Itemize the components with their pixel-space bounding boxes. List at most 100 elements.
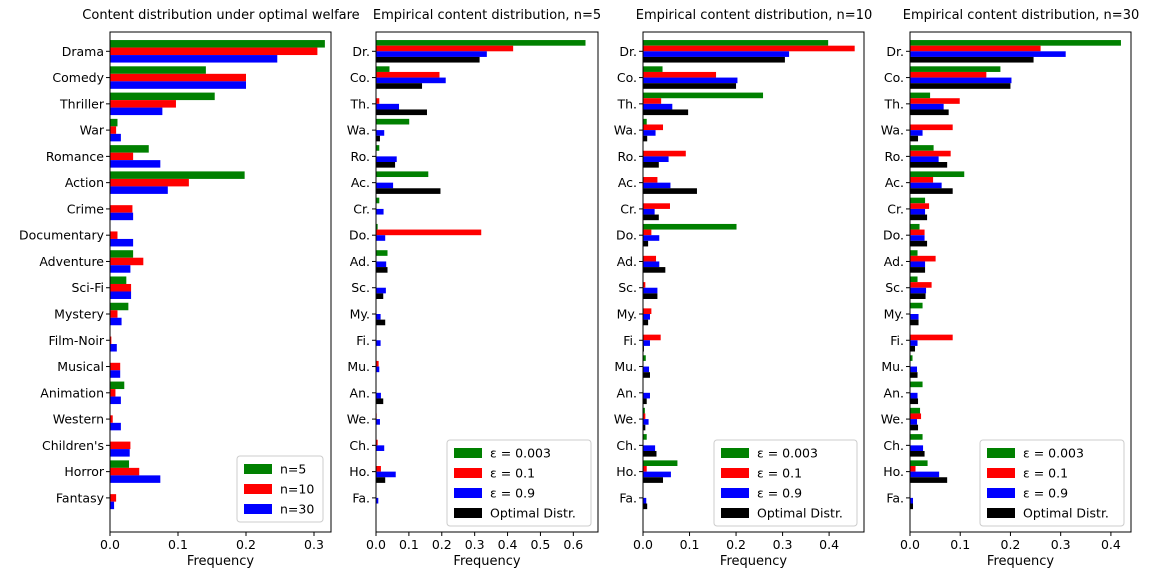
- chart-panel-4: Dr. Co. Th. Wa. Ro. Ac. Cr. Do. Ad. Sc. My. Fi. Mu. A…: [881, 8, 1140, 569]
- bar-0-9-cr: [910, 208, 926, 215]
- bar-0-9-fi: [910, 340, 918, 346]
- bar-0-1-co: [643, 71, 717, 78]
- bar-0-003-sc: [910, 276, 918, 283]
- bar-optimal-distr-th: [910, 109, 949, 116]
- bar-0-1-we: [910, 413, 922, 420]
- bar-0-003-we: [910, 407, 921, 414]
- bar-n-5-thriller: [110, 92, 215, 101]
- bar-0-1-we: [643, 413, 646, 420]
- bar-0-1-cr: [910, 203, 930, 209]
- legend-swatch-0-1: [721, 468, 749, 478]
- y-tick-label: Do.: [349, 228, 370, 243]
- legend-label-optimal-distr: Optimal Distr.: [757, 506, 843, 521]
- bar-0-9-mu: [643, 366, 650, 373]
- y-tick-label: Ac.: [618, 175, 637, 190]
- bar-n-10-documentary: [110, 231, 118, 239]
- x-axis-label: Frequency: [187, 554, 254, 569]
- bar-0-9-an: [910, 392, 918, 399]
- bar-0-1-ho: [376, 466, 381, 472]
- y-tick-label: Th.: [616, 96, 637, 111]
- legend: n=5 n=10 n=30: [236, 455, 324, 523]
- y-tick-label: Do.: [616, 228, 637, 243]
- bar-0-1-sc: [910, 282, 932, 288]
- bar-optimal-distr-ch: [643, 450, 657, 457]
- x-tick-label: 0.3: [1051, 537, 1071, 552]
- bar-0-1-ad: [643, 255, 657, 262]
- x-tick-label: 0.1: [950, 537, 970, 552]
- bar-optimal-distr-sc: [643, 293, 658, 299]
- bar-0-9-co: [643, 77, 738, 84]
- y-tick-label: Cr.: [620, 201, 637, 216]
- bar-0-003-cr: [376, 197, 380, 204]
- series-optimal-distr: [910, 56, 1034, 510]
- bar-optimal-distr-sc: [910, 293, 926, 299]
- bar-0-9-do: [910, 235, 925, 241]
- y-tick-label: We.: [614, 412, 637, 427]
- bar-optimal-distr-my: [910, 319, 919, 326]
- y-tick-label: Wa.: [614, 123, 637, 138]
- bar-optimal-distr-do: [643, 240, 649, 247]
- chart-panel-1: Drama Comedy Thriller War Romance Action Crime…: [19, 8, 360, 569]
- bar-n-5-mystery: [110, 302, 129, 311]
- bar-0-9-ho: [910, 471, 940, 478]
- bar-optimal-distr-ho: [376, 477, 386, 483]
- legend-box: [713, 439, 858, 527]
- y-tick-label: Sc.: [618, 280, 637, 295]
- chart-title: Empirical content distribution, n=30: [903, 8, 1139, 23]
- bar-0-1-wa: [643, 124, 664, 131]
- series-0-1: [910, 45, 1041, 472]
- bar-0-1-ac: [910, 177, 934, 183]
- bar-n-10-sci-fi: [110, 283, 132, 292]
- x-tick-label: 0.4: [498, 537, 518, 552]
- y-tick-label: Ad.: [350, 254, 370, 269]
- bar-0-9-ho: [376, 471, 396, 478]
- bar-n-5-comedy: [110, 66, 206, 74]
- bar-0-9-mu: [910, 366, 918, 373]
- bar-0-9-fa: [376, 497, 379, 504]
- y-tick-label: Mu.: [614, 359, 637, 374]
- series-n-10: [110, 47, 318, 502]
- bar-0-9-fi: [643, 340, 650, 346]
- bar-0-003-dr: [910, 40, 1121, 46]
- bar-optimal-distr-my: [376, 319, 386, 326]
- bar-n-30-sci-fi: [110, 291, 132, 299]
- series-n-30: [110, 55, 278, 510]
- bar-0-9-we: [643, 419, 649, 425]
- bar-0-1-my: [643, 308, 652, 315]
- y-tick-label: Fi.: [623, 333, 637, 348]
- bar-0-003-co: [910, 66, 1001, 72]
- bar-0-003-do: [376, 223, 378, 230]
- bar-0-9-we: [910, 419, 918, 425]
- series-0-9: [643, 51, 790, 504]
- y-tick-label: Thriller: [59, 96, 105, 111]
- x-tick-label: 0.3: [773, 537, 793, 552]
- bar-optimal-distr-ad: [910, 267, 926, 273]
- y-tick-label: Ro.: [350, 149, 370, 164]
- legend-label-optimal-distr: Optimal Distr.: [1023, 506, 1109, 521]
- y-tick-label: Co.: [884, 70, 904, 85]
- bar-optimal-distr-ho: [910, 477, 948, 483]
- y-tick-label: Mu.: [881, 359, 904, 374]
- bar-n-10-western: [110, 415, 113, 423]
- series-0-1: [643, 45, 855, 472]
- legend-swatch-0-003: [454, 448, 482, 458]
- x-tick-label: 0.0: [900, 537, 920, 552]
- y-tick-label: Mu.: [347, 359, 370, 374]
- y-tick-label: Fantasy: [56, 490, 105, 505]
- x-tick-label: 0.2: [726, 537, 746, 552]
- bar-n-10-thriller: [110, 100, 176, 108]
- bar-0-003-ac: [910, 171, 965, 178]
- bar-0-9-dr: [376, 51, 487, 57]
- bar-n-10-action: [110, 178, 189, 187]
- bar-optimal-distr-mu: [910, 372, 918, 378]
- y-tick-label: Sc.: [885, 280, 904, 295]
- bar-0-9-cr: [376, 208, 384, 215]
- y-tick-label: Dr.: [352, 44, 370, 59]
- bar-n-10-war: [110, 126, 117, 134]
- y-tick-label: Fi.: [356, 333, 370, 348]
- bar-0-1-th: [910, 98, 960, 104]
- y-tick-label: Do.: [883, 228, 904, 243]
- y-tick-label: War: [80, 123, 105, 138]
- bar-0-1-dr: [643, 45, 855, 52]
- bar-0-9-ro: [910, 156, 939, 163]
